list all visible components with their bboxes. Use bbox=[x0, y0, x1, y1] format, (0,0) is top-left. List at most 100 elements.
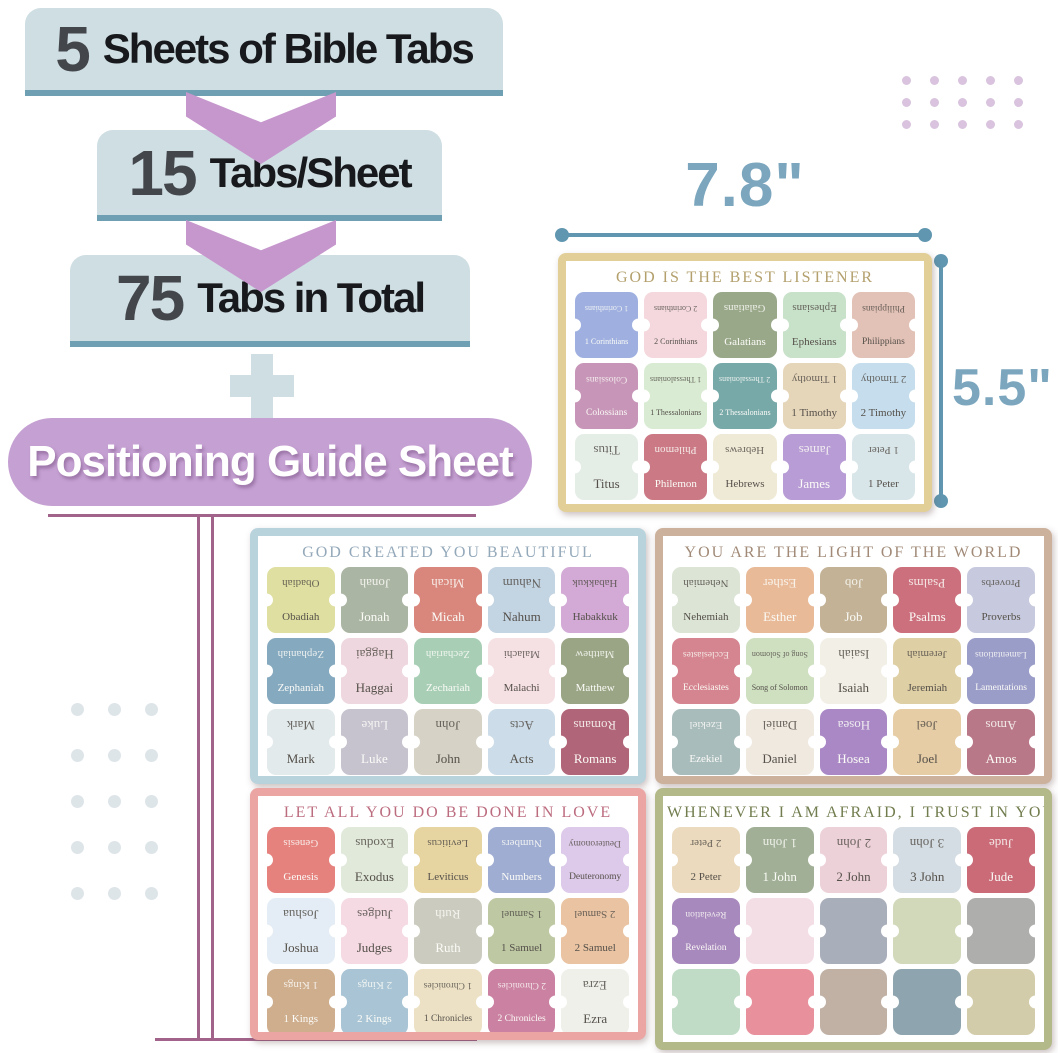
tab-label-mirrored: 1 Chronicles bbox=[423, 980, 473, 991]
tab-label: Obadiah bbox=[282, 610, 320, 623]
bible-tab: Job Job bbox=[819, 567, 888, 633]
tab-label-mirrored: Nehemiah bbox=[683, 577, 729, 590]
tab-label: James bbox=[798, 475, 831, 491]
bible-tab: Ecclesiastes Ecclesiastes bbox=[672, 638, 740, 704]
tab-label-mirrored: Ephesians bbox=[791, 302, 837, 315]
bible-tab: Ephesians Ephesians bbox=[782, 292, 846, 358]
tab-grid: 2 Peter 2 Peter 1 John 1 John 2 John 2 John 3 … bbox=[663, 824, 1044, 1042]
tab-sheet-pentateuch-history: LET ALL YOU DO BE DONE IN LOVE Genesis Ge… bbox=[250, 788, 646, 1040]
dot bbox=[930, 76, 939, 85]
connector-line-top bbox=[48, 514, 476, 517]
tab-label-mirrored: Malachi bbox=[503, 648, 540, 661]
dot bbox=[986, 98, 995, 107]
bible-tab: Jude Jude bbox=[967, 827, 1035, 893]
bible-tab: Deuteronomy Deuteronomy bbox=[561, 827, 629, 893]
dot bbox=[930, 120, 939, 129]
bible-tab: Acts Acts bbox=[487, 709, 556, 775]
tab-label: Nehemiah bbox=[683, 610, 729, 623]
tab-label: Romans bbox=[573, 750, 617, 766]
tab-label-mirrored: Hebrews bbox=[725, 444, 765, 457]
tab-label: Haggai bbox=[355, 679, 394, 695]
step-label: Sheets of Bible Tabs bbox=[102, 25, 475, 72]
tab-label: Micah bbox=[431, 608, 465, 624]
tab-label-mirrored: John bbox=[435, 718, 461, 734]
dot bbox=[986, 76, 995, 85]
tab-label-mirrored: 1 Timothy bbox=[791, 373, 837, 386]
dot bbox=[71, 841, 84, 854]
tab-label-mirrored: Ecclesiastes bbox=[682, 649, 729, 660]
tab-label-mirrored: 1 John bbox=[762, 836, 797, 852]
tab-label: Leviticus bbox=[427, 870, 469, 883]
tab-label: 2 Kings bbox=[357, 1012, 392, 1025]
tab-label: Ezekiel bbox=[689, 752, 723, 765]
bible-tab: 1 Chronicles 1 Chronicles bbox=[414, 969, 482, 1032]
tab-label: Ephesians bbox=[791, 335, 837, 348]
tab-label bbox=[893, 931, 961, 964]
dimension-height-label: 5.5" bbox=[952, 359, 1053, 417]
tab-label: 1 Samuel bbox=[500, 941, 543, 954]
tab-label: Job bbox=[844, 608, 863, 624]
bible-tab bbox=[745, 898, 814, 964]
bible-tab: 1 Thessalonians 1 Thessalonians bbox=[644, 363, 708, 429]
tab-label-mirrored: 1 Kings bbox=[283, 979, 319, 992]
tab-label: Zephaniah bbox=[277, 681, 325, 694]
tab-label-mirrored: 2 Samuel bbox=[574, 908, 616, 921]
dot bbox=[986, 120, 995, 129]
tab-label-mirrored: Obadiah bbox=[282, 577, 320, 590]
bible-tab: Psalms Psalms bbox=[893, 567, 962, 633]
tab-label-mirrored: Proverbs bbox=[981, 577, 1021, 590]
tab-label: Jude bbox=[989, 868, 1014, 884]
bible-tab: Hosea Hosea bbox=[819, 709, 888, 775]
tab-grid: 1 Corinthians 1 Corinthians 2 Corinthians 2… bbox=[566, 289, 924, 504]
dot bbox=[902, 98, 911, 107]
tab-label: Exodus bbox=[354, 868, 394, 884]
tab-label-mirrored: Joshua bbox=[283, 907, 319, 923]
bible-tab: James James bbox=[782, 434, 846, 500]
tab-label bbox=[820, 931, 888, 964]
bible-tab: 2 Peter 2 Peter bbox=[672, 827, 740, 893]
tab-label: 1 Thessalonians bbox=[650, 408, 702, 417]
dot bbox=[108, 795, 121, 808]
connector-line-vertical bbox=[211, 514, 214, 1041]
tab-label: Malachi bbox=[503, 681, 540, 694]
dot bbox=[71, 703, 84, 716]
tab-label: Zechariah bbox=[426, 681, 470, 694]
bible-tab: Numbers Numbers bbox=[487, 827, 556, 893]
dot bbox=[145, 841, 158, 854]
tab-label-mirrored: Jonah bbox=[359, 576, 390, 592]
dot bbox=[108, 749, 121, 762]
tab-label-mirrored bbox=[893, 898, 961, 931]
tab-label: Habakkuk bbox=[572, 610, 618, 623]
dimension-endpoint-dot bbox=[934, 494, 948, 508]
step-label: Tabs/Sheet bbox=[209, 148, 413, 196]
dot bbox=[145, 749, 158, 762]
tab-label-mirrored: 1 Thessalonians bbox=[650, 375, 702, 384]
tab-label bbox=[672, 1002, 740, 1035]
tab-label-mirrored bbox=[672, 969, 740, 1002]
bible-tab bbox=[967, 969, 1035, 1035]
dot bbox=[71, 749, 84, 762]
bible-tab: Song of Solomon Song of Solomon bbox=[745, 638, 814, 704]
tab-sheet-minor-prophets-gospels: GOD CREATED YOU BEAUTIFUL Obadiah Obadiah… bbox=[250, 528, 646, 784]
tab-label: 1 Peter bbox=[867, 477, 899, 490]
step-number: 75 bbox=[116, 262, 185, 334]
tab-label-mirrored: Philippians bbox=[862, 303, 905, 314]
tab-label-mirrored: Zechariah bbox=[426, 648, 470, 661]
tab-label-mirrored: Jude bbox=[989, 836, 1014, 852]
bible-tab: Isaiah Isaiah bbox=[819, 638, 888, 704]
bible-tab: 1 John 1 John bbox=[745, 827, 814, 893]
dot bbox=[1014, 98, 1023, 107]
dot bbox=[1014, 76, 1023, 85]
tab-label-mirrored bbox=[820, 898, 888, 931]
tab-label: Luke bbox=[361, 750, 388, 766]
tab-label-mirrored bbox=[820, 969, 888, 1002]
tab-label-mirrored: Daniel bbox=[762, 718, 798, 734]
bible-tab: 1 Kings 1 Kings bbox=[267, 969, 335, 1032]
tab-label-mirrored: Hosea bbox=[837, 718, 870, 734]
tab-label-mirrored: Micah bbox=[431, 576, 465, 592]
tab-label: Song of Solomon bbox=[751, 683, 808, 692]
tab-label: Amos bbox=[985, 750, 1017, 766]
tab-label: Ruth bbox=[435, 939, 461, 955]
dot bbox=[145, 887, 158, 900]
tab-label: Joshua bbox=[283, 939, 319, 955]
